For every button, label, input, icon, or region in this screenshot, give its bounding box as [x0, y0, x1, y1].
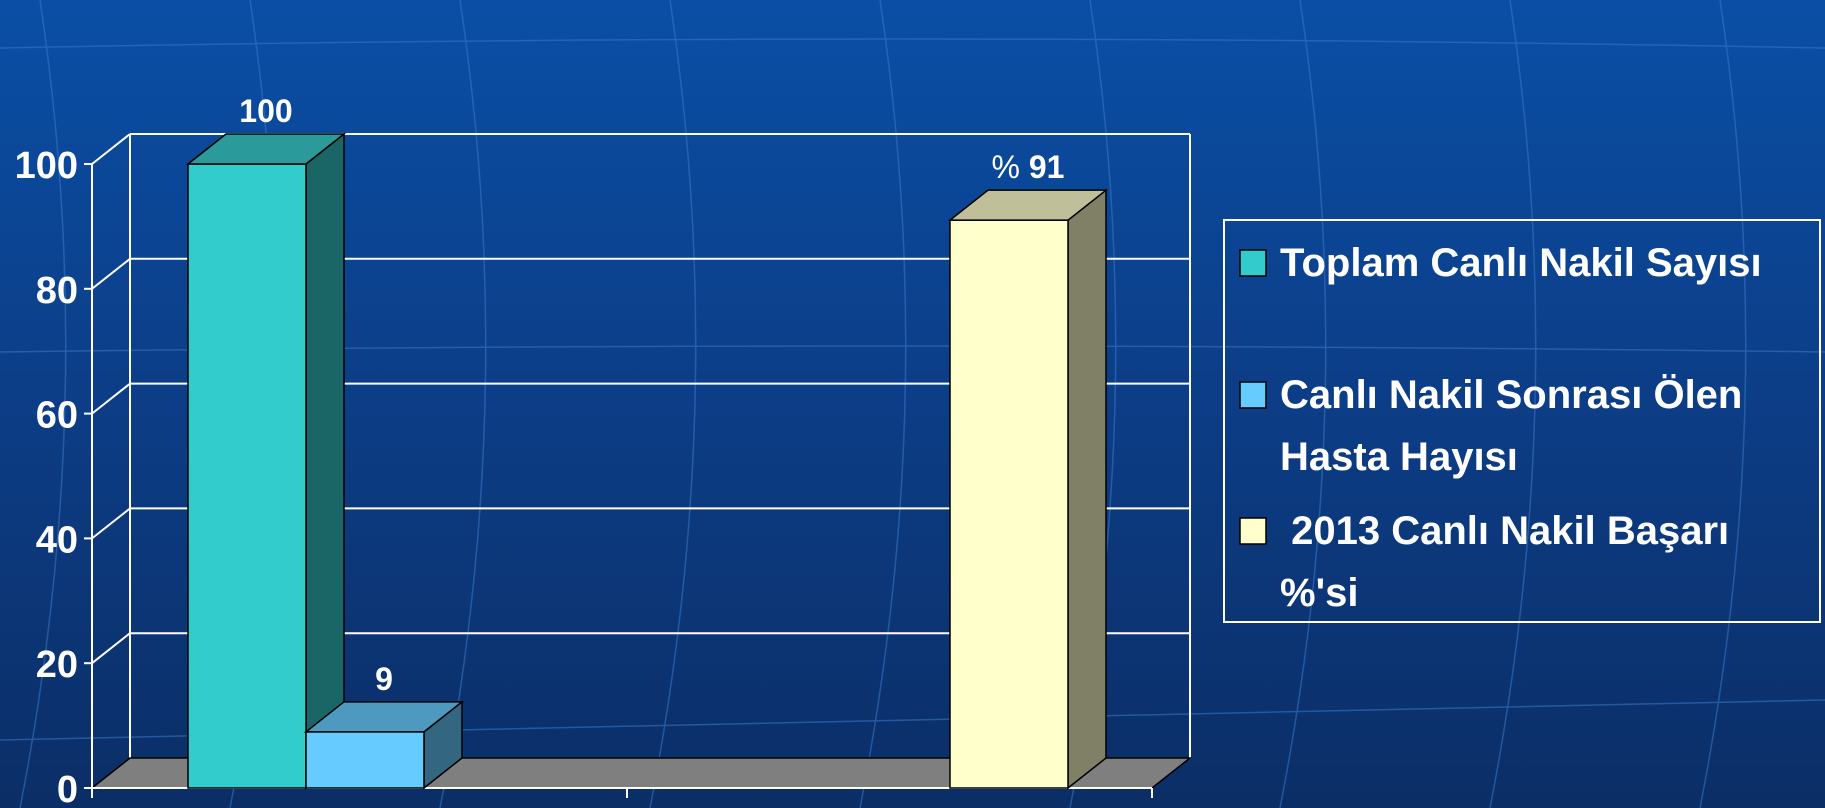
data-label-value: 9 [375, 661, 393, 697]
y-tick-label: 60 [36, 395, 78, 437]
data-label-value: 100 [239, 93, 292, 129]
legend-label: Canlı Nakil Sonrası Ölen [1280, 372, 1742, 417]
background-line [1489, 0, 1537, 808]
bar-front [949, 219, 1069, 789]
legend-label: Hasta Hayısı [1280, 435, 1518, 479]
bar-1 [185, 132, 347, 790]
gridline-diagonal [91, 632, 131, 664]
bar-front [187, 163, 307, 789]
legend: Toplam Canlı Nakil Sayısı Canlı Nakil Son… [1223, 219, 1821, 623]
background-line [439, 0, 487, 808]
background-line [0, 38, 1825, 49]
y-tick-label: 80 [36, 270, 78, 312]
data-label: 100 [239, 93, 292, 129]
data-label-prefix: % [992, 149, 1029, 185]
gridline-diagonal [91, 382, 131, 415]
background-line [19, 0, 67, 808]
y-tick-label: 0 [57, 769, 78, 808]
bar-front [305, 731, 425, 789]
legend-swatch [1239, 381, 1267, 409]
background-line [649, 0, 697, 808]
y-tick-label: 100 [15, 145, 78, 187]
legend-label: Toplam Canlı Nakil Sayısı [1280, 241, 1762, 285]
background-line [859, 0, 907, 808]
bar-top [947, 189, 1109, 221]
bar-top [303, 701, 465, 733]
y-tick-label: 20 [36, 644, 78, 686]
legend-label: %'si [1280, 571, 1358, 615]
legend-swatch [1239, 249, 1267, 277]
gridline-diagonal [91, 258, 131, 290]
background-line [1699, 0, 1747, 808]
gridline-diagonal [91, 507, 131, 540]
data-label-value: 91 [1029, 149, 1065, 185]
gridline-diagonal [91, 133, 131, 165]
y-tick-label: 40 [36, 519, 78, 561]
background-line [1279, 0, 1327, 808]
bar-top [185, 133, 347, 165]
bar-side [1067, 188, 1107, 790]
legend-box [1223, 219, 1821, 623]
legend-swatch [1239, 517, 1267, 545]
legend-label: 2013 Canlı Nakil Başarı [1280, 509, 1729, 553]
bar-2 [303, 700, 465, 790]
bar-side [305, 132, 345, 790]
data-label: % 91 [992, 149, 1065, 185]
bar-3 [947, 188, 1109, 790]
data-label: 9 [375, 661, 393, 697]
